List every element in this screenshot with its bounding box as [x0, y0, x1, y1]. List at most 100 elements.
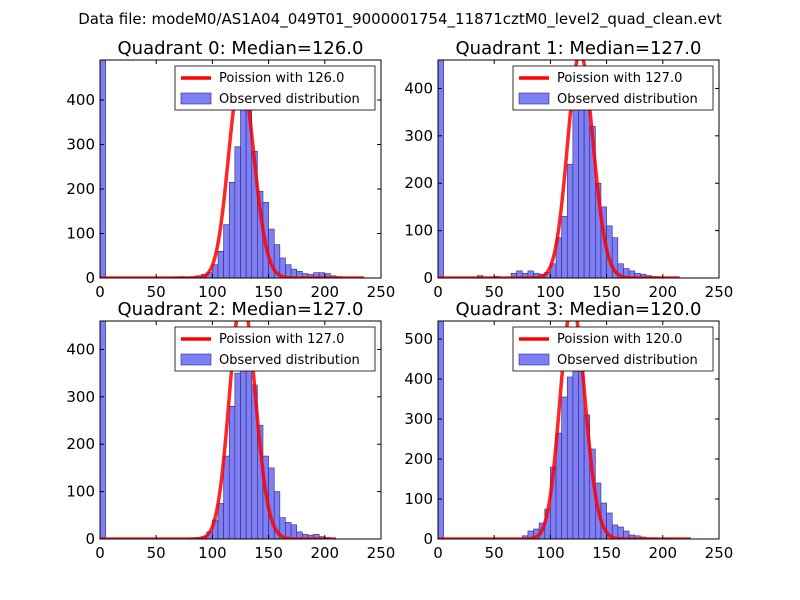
x-tick-label: 50 — [147, 283, 166, 301]
subplot-title: Quadrant 3: Median=120.0 — [456, 299, 702, 320]
histogram-bar — [438, 60, 444, 278]
y-tick-label: 300 — [404, 410, 433, 428]
axes-frame — [99, 59, 382, 279]
x-tick-label: 250 — [705, 283, 734, 301]
x-tick-label: 200 — [648, 544, 677, 562]
figure-suptitle: Data file: modeM0/AS1A04_049T01_90000017… — [78, 10, 722, 29]
y-tick-label: 100 — [66, 225, 95, 243]
histogram-bar — [566, 376, 574, 539]
x-tick-label: 150 — [592, 544, 621, 562]
x-tick-label: 50 — [485, 544, 504, 562]
y-tick-label: 200 — [404, 174, 433, 192]
x-tick-label: 50 — [147, 544, 166, 562]
subplot-title: Quadrant 0: Median=126.0 — [118, 38, 364, 59]
y-tick-label: 0 — [85, 269, 95, 287]
y-tick-label: 400 — [404, 370, 433, 388]
legend-bar-label: Observed distribution — [219, 353, 360, 368]
subplot-grid: Quadrant 0: Median=126.0 0 50 100 150 200 250 0… — [66, 38, 733, 562]
x-tick-label: 100 — [536, 544, 565, 562]
histogram-bar — [561, 396, 568, 539]
y-tick-label: 100 — [404, 490, 433, 508]
legend: Poission with 120.0 Observed distribution — [512, 326, 714, 372]
axes-frame — [437, 320, 720, 540]
x-tick-label: 200 — [648, 283, 677, 301]
x-tick-label: 50 — [485, 283, 504, 301]
y-tick-label: 400 — [66, 91, 95, 109]
legend: Poission with 126.0 Observed distribution — [174, 65, 376, 111]
x-tick-label: 250 — [367, 283, 396, 301]
legend-line-label: Poission with 126.0 — [219, 71, 344, 86]
legend: Poission with 127.0 Observed distribution — [174, 326, 376, 372]
histogram-bar — [561, 216, 568, 278]
y-tick-label: 0 — [423, 530, 433, 548]
y-tick-label: 300 — [66, 388, 95, 406]
x-tick-label: 250 — [367, 544, 396, 562]
subplot-title: Quadrant 2: Median=127.0 — [118, 299, 364, 320]
histogram-bar — [245, 358, 253, 539]
y-tick-label: 400 — [404, 79, 433, 97]
histogram-bar — [572, 109, 579, 278]
x-tick-label: 0 — [95, 283, 105, 301]
y-tick-label: 300 — [66, 136, 95, 154]
poisson-curve — [100, 73, 365, 278]
histogram-bar — [100, 321, 106, 539]
x-tick-label: 0 — [433, 283, 443, 301]
y-tick-label: 200 — [66, 180, 95, 198]
x-tick-label: 200 — [310, 544, 339, 562]
x-tick-label: 100 — [198, 283, 227, 301]
y-tick-label: 200 — [66, 435, 95, 453]
histogram-bar — [217, 251, 224, 278]
histogram-bar — [438, 321, 444, 539]
histogram-bar — [578, 97, 585, 278]
legend-bar-label: Observed distribution — [219, 92, 360, 107]
x-tick-label: 150 — [592, 283, 621, 301]
x-tick-label: 150 — [254, 544, 283, 562]
histogram-bar — [228, 182, 236, 278]
histogram-bar — [273, 491, 281, 539]
y-tick-label: 300 — [404, 127, 433, 145]
legend-bar-swatch — [518, 353, 550, 366]
legend-line-label: Poission with 127.0 — [557, 71, 682, 86]
histogram-bar — [234, 146, 241, 278]
x-tick-label: 150 — [254, 283, 283, 301]
y-tick-label: 100 — [404, 222, 433, 240]
histogram-bar — [566, 163, 574, 278]
subplot-quadrant-0: Quadrant 0: Median=126.0 0 50 100 150 200 250 0… — [66, 38, 395, 301]
legend-bar-swatch — [518, 92, 550, 105]
y-tick-label: 400 — [66, 340, 95, 358]
axes-frame — [99, 320, 382, 540]
legend-line-label: Poission with 127.0 — [219, 332, 344, 347]
x-tick-label: 250 — [705, 544, 734, 562]
y-tick-label: 0 — [423, 269, 433, 287]
subplot-title: Quadrant 1: Median=127.0 — [456, 38, 702, 59]
histogram-bars — [100, 321, 331, 539]
x-tick-label: 100 — [536, 283, 565, 301]
histogram-bar — [223, 224, 230, 278]
y-tick-label: 100 — [66, 483, 95, 501]
y-tick-label: 200 — [404, 450, 433, 468]
legend-line-label: Poission with 120.0 — [557, 332, 682, 347]
y-tick-label: 500 — [404, 330, 433, 348]
histogram-bar — [100, 60, 106, 278]
subplot-quadrant-1: Quadrant 1: Median=127.0 0 50 100 150 200 250 0… — [404, 38, 733, 301]
histogram-bar — [228, 406, 236, 539]
x-tick-label: 100 — [198, 544, 227, 562]
legend-bar-label: Observed distribution — [557, 353, 698, 368]
y-tick-label: 0 — [85, 530, 95, 548]
x-tick-label: 200 — [310, 283, 339, 301]
subplot-quadrant-3: Quadrant 3: Median=120.0 0 50 100 150 200 250 0… — [404, 299, 733, 562]
subplot-quadrant-2: Quadrant 2: Median=127.0 0 50 100 150 200 250 0… — [66, 299, 396, 562]
x-tick-label: 0 — [433, 544, 443, 562]
histogram-bar — [572, 348, 579, 539]
histogram-bar — [611, 237, 619, 278]
histogram-bars — [438, 321, 675, 539]
histogram-bar — [290, 524, 297, 539]
axes-frame — [437, 59, 720, 279]
histogram-bar — [234, 372, 241, 539]
legend-bar-swatch — [180, 353, 212, 366]
legend-bar-swatch — [180, 92, 212, 105]
histogram-bar — [240, 93, 247, 278]
legend: Poission with 127.0 Observed distribution — [512, 65, 714, 111]
x-tick-label: 0 — [95, 544, 105, 562]
